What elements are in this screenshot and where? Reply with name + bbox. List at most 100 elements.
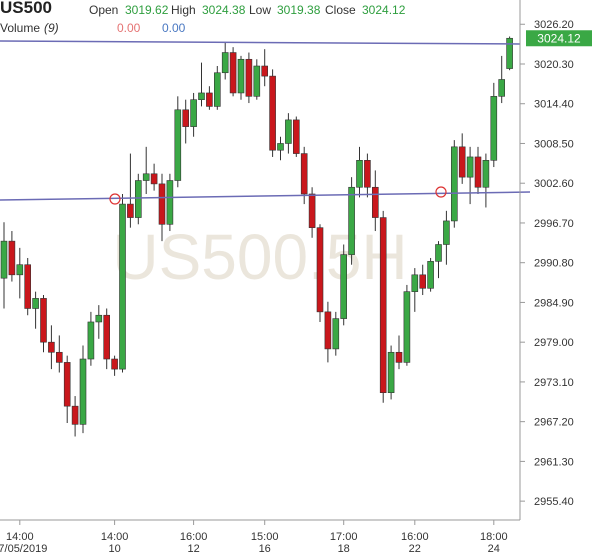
candle-body (292, 119, 300, 154)
candle-body (32, 298, 39, 309)
candle-body (300, 153, 308, 195)
candle-body (364, 160, 371, 188)
candle-body (190, 99, 197, 127)
candle-body (403, 291, 411, 363)
candle-body (411, 274, 419, 292)
y-tick-label: 2990.80 (534, 258, 574, 270)
x-tick-label: 16:00 (180, 531, 208, 543)
candle-body (356, 160, 363, 188)
candle-body (174, 109, 182, 181)
y-tick-label: 2955.40 (534, 496, 574, 508)
y-tick-label: 2973.10 (534, 377, 574, 389)
x-tick-date: 12 (187, 543, 199, 555)
value: 3019.62 (125, 3, 169, 17)
label: Open (89, 3, 118, 17)
x-tick-date: 22 (409, 543, 421, 555)
trend-line (0, 40, 521, 45)
candle-body (450, 146, 458, 222)
x-tick-label: 15:00 (251, 531, 279, 543)
candle-body (182, 109, 189, 127)
candle-body (221, 52, 229, 74)
candle-body (427, 261, 434, 289)
y-tick-label: 3002.60 (534, 178, 574, 190)
x-tick-label: 14:00 (6, 531, 34, 543)
candle-body (316, 227, 324, 313)
candle-body (119, 203, 126, 370)
candle-body (198, 92, 205, 100)
price-tag-label: 3024.12 (537, 31, 581, 45)
candle-body (16, 264, 24, 276)
price-tag (526, 30, 592, 47)
candle-body (166, 180, 174, 225)
candle-body (498, 79, 506, 97)
candle-body (8, 240, 16, 276)
candle-body (48, 341, 55, 353)
value: 3024.38 (202, 3, 246, 17)
candle-body (245, 58, 253, 97)
x-tick-label: 17:00 (330, 531, 358, 543)
candle-body (127, 203, 134, 218)
y-tick-label: 3008.50 (534, 138, 574, 150)
candle-body (269, 75, 276, 151)
x-tick-date: 10 (108, 543, 120, 555)
candle-body (379, 217, 387, 393)
value: 0.00 (162, 21, 186, 35)
candle-body (466, 156, 474, 178)
candle-body (387, 351, 395, 393)
watermark: US500.5H (112, 221, 407, 293)
x-tick-label: 14:00 (101, 531, 129, 543)
candle-body (253, 65, 261, 97)
candle-body (150, 173, 158, 185)
value: 3024.12 (362, 3, 406, 17)
candle-body (229, 52, 237, 94)
candle-body (277, 143, 284, 151)
label: (9) (44, 21, 59, 35)
anchor-point[interactable] (435, 186, 447, 198)
candle-body (395, 351, 403, 363)
candle-body (79, 358, 87, 425)
value: 3019.38 (277, 3, 321, 17)
label: Close (325, 3, 356, 17)
anchor-point[interactable] (109, 193, 121, 205)
candle-body (40, 298, 47, 343)
y-tick-label: 3020.30 (534, 59, 574, 71)
candle-body (111, 358, 118, 370)
value: 0.00 (117, 21, 141, 35)
candle-body (206, 92, 213, 107)
trend-line (0, 191, 531, 201)
y-tick-label: 2984.90 (534, 297, 574, 309)
candle-body (340, 254, 348, 319)
y-tick-label: 2967.20 (534, 417, 574, 429)
x-tick-label: 16:00 (401, 531, 429, 543)
label: Volume (0, 21, 40, 35)
candle-body (506, 37, 513, 69)
candle-body (419, 274, 427, 289)
x-tick-date: 07/05/2019 (0, 543, 47, 555)
y-tick-label: 3026.20 (534, 19, 574, 31)
y-tick-label: 2996.70 (534, 218, 574, 230)
candle-body (261, 65, 269, 77)
candle-body (490, 96, 498, 161)
candle-body (458, 146, 466, 178)
candle-body (348, 186, 355, 255)
y-tick-label: 2961.30 (534, 456, 574, 468)
candle-body (474, 156, 482, 188)
x-tick-date: 24 (488, 543, 500, 555)
x-tick-date: 16 (259, 543, 271, 555)
candle-body (55, 351, 63, 363)
candle-body (285, 119, 292, 144)
y-tick-label: 2979.00 (534, 337, 574, 349)
x-tick-date: 18 (338, 543, 350, 555)
y-tick-label: 3014.40 (534, 99, 574, 111)
candle-body (482, 160, 490, 188)
plot (0, 36, 513, 437)
candle-body (237, 58, 245, 94)
candle-body (214, 72, 221, 107)
candle-body (308, 193, 316, 228)
candle-body (24, 264, 32, 309)
candle-body (95, 314, 103, 323)
candle-body (324, 311, 332, 350)
symbol: US500 (0, 0, 52, 17)
candle-body (435, 244, 442, 262)
candle-body (87, 321, 95, 360)
